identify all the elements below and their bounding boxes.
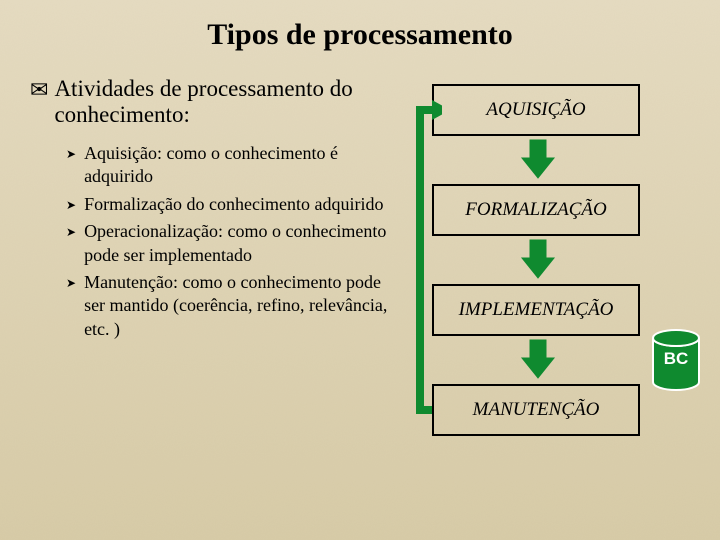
bullet-marker-icon: ➤	[66, 147, 76, 162]
envelope-icon: ✉	[30, 79, 48, 101]
stage-box-3: MANUTENÇÃO	[432, 384, 640, 436]
bullet-item: ➤ Formalização do conhecimento adquirido	[66, 193, 400, 216]
stage-box-0: AQUISIÇÃO	[432, 84, 640, 136]
bullet-item: ➤ Manutenção: como o conhecimento pode se…	[66, 271, 400, 341]
flowchart: BC AQUISIÇÃOFORMALIZAÇÃOIMPLEMENTAÇÃOMAN…	[400, 76, 700, 345]
feedback-arrow	[402, 90, 442, 430]
bullet-text: Formalização do conhecimento adquirido	[84, 193, 383, 216]
bc-label: BC	[650, 349, 702, 369]
bullet-marker-icon: ➤	[66, 198, 76, 213]
bullet-text: Operacionalização: como o conhecimento p…	[84, 220, 400, 267]
heading-text: Atividades de processamento do conhecime…	[54, 76, 400, 128]
down-arrow-icon	[518, 138, 558, 182]
stage-box-1: FORMALIZAÇÃO	[432, 184, 640, 236]
bullet-item: ➤ Operacionalização: como o conhecimento …	[66, 220, 400, 267]
page-title: Tipos de processamento	[0, 0, 720, 52]
bullet-list: ➤ Aquisição: como o conhecimento é adquir…	[30, 138, 400, 341]
down-arrow-icon	[518, 338, 558, 382]
down-arrow-icon	[518, 238, 558, 282]
bullet-item: ➤ Aquisição: como o conhecimento é adquir…	[66, 142, 400, 189]
left-column: ✉ Atividades de processamento do conheci…	[30, 76, 400, 345]
bullet-text: Manutenção: como o conhecimento pode ser…	[84, 271, 400, 341]
bullet-marker-icon: ➤	[66, 276, 76, 291]
bullet-marker-icon: ➤	[66, 225, 76, 240]
stage-box-2: IMPLEMENTAÇÃO	[432, 284, 640, 336]
bullet-text: Aquisição: como o conhecimento é adquiri…	[84, 142, 400, 189]
